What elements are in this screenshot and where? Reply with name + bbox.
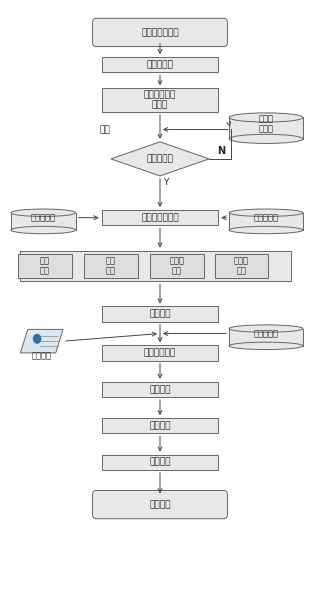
Bar xyxy=(11,213,76,230)
Ellipse shape xyxy=(229,134,303,143)
Bar xyxy=(102,418,218,433)
Text: 特征定义库: 特征定义库 xyxy=(31,213,56,222)
Ellipse shape xyxy=(11,209,76,217)
FancyBboxPatch shape xyxy=(92,19,228,47)
Text: 洞庎
识别: 洞庎 识别 xyxy=(106,256,116,275)
Text: N: N xyxy=(217,146,226,156)
Text: 扩展规则库: 扩展规则库 xyxy=(253,213,278,222)
Text: 加工工艺: 加工工艺 xyxy=(32,352,52,361)
Bar xyxy=(102,455,218,470)
Text: 粗空特征识别: 粗空特征识别 xyxy=(144,349,176,358)
Text: 构建全局属性
面邻图: 构建全局属性 面邻图 xyxy=(144,91,176,110)
Bar xyxy=(102,382,218,397)
Bar xyxy=(18,254,72,278)
Bar xyxy=(102,210,218,226)
Text: 简单特征: 简单特征 xyxy=(149,310,171,319)
Text: 种子面判断: 种子面判断 xyxy=(147,154,173,163)
Text: 参数提取: 参数提取 xyxy=(149,421,171,430)
Ellipse shape xyxy=(229,342,303,350)
Bar xyxy=(102,57,218,73)
Text: 値面
判别: 値面 判别 xyxy=(40,256,50,275)
Bar xyxy=(102,345,218,361)
Text: 组合规则库: 组合规则库 xyxy=(253,329,278,338)
Bar xyxy=(102,88,218,112)
Text: 遍历: 遍历 xyxy=(99,125,110,134)
Bar xyxy=(84,254,138,278)
Polygon shape xyxy=(111,142,209,176)
Text: 凸特征
识别: 凸特征 识别 xyxy=(169,256,184,275)
Text: Y: Y xyxy=(164,178,169,187)
Bar xyxy=(214,254,268,278)
Ellipse shape xyxy=(229,226,303,234)
Bar xyxy=(229,118,303,139)
Ellipse shape xyxy=(11,226,76,234)
Ellipse shape xyxy=(33,334,42,344)
Text: 结构件模型输入: 结构件模型输入 xyxy=(141,28,179,37)
Ellipse shape xyxy=(229,325,303,332)
Text: 边特征
识别: 边特征 识别 xyxy=(234,256,249,275)
FancyBboxPatch shape xyxy=(92,491,228,519)
Text: 复合特征: 复合特征 xyxy=(149,385,171,394)
Polygon shape xyxy=(20,329,63,353)
Text: 工件预处理: 工件预处理 xyxy=(147,60,173,69)
Bar xyxy=(150,254,204,278)
Text: 识别结果: 识别结果 xyxy=(149,500,171,509)
Ellipse shape xyxy=(229,209,303,217)
Bar xyxy=(229,213,303,230)
Bar xyxy=(229,329,303,346)
Bar xyxy=(102,307,218,322)
Text: 基于种子面扩展: 基于种子面扩展 xyxy=(141,213,179,222)
Text: 种子面
定义库: 种子面 定义库 xyxy=(259,114,274,133)
Bar xyxy=(20,251,291,281)
Text: 交互识别: 交互识别 xyxy=(149,458,171,467)
Ellipse shape xyxy=(229,113,303,122)
